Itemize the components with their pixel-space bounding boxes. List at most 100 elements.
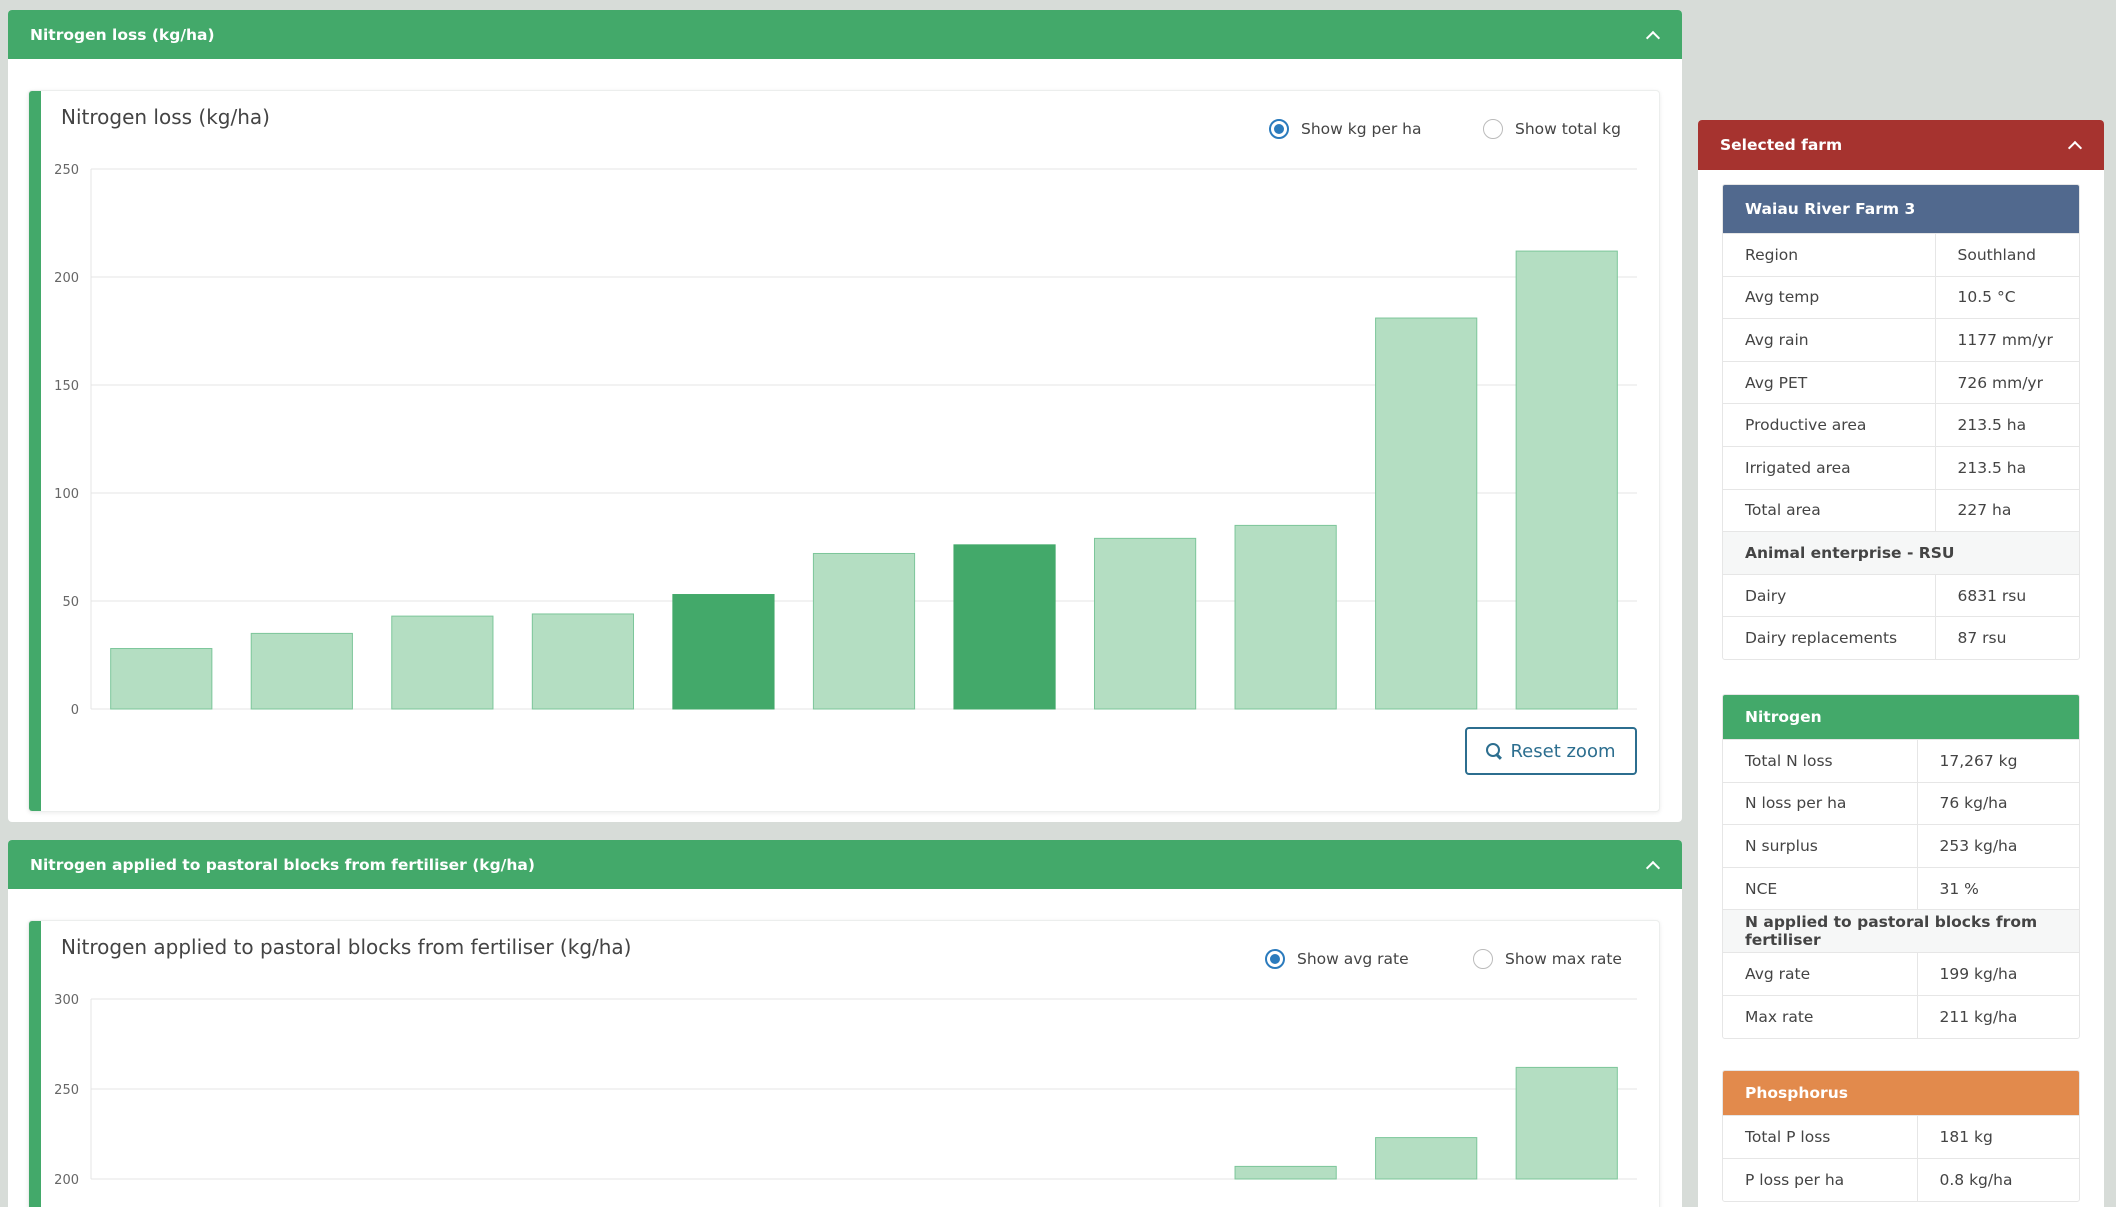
row-value: Southland (1935, 233, 2079, 277)
bar[interactable] (391, 615, 494, 710)
row-label: P loss per ha (1723, 1157, 1918, 1201)
row-value: 0.8 kg/ha (1917, 1157, 2079, 1201)
table-row: N loss per ha 76 kg/ha (1723, 781, 2079, 825)
table-row: Avg rate 199 kg/ha (1723, 951, 2079, 996)
table-row: Region Southland (1723, 233, 2079, 277)
selected-farm-panel: Selected farm Waiau River Farm 3 Region S… (1698, 120, 2104, 1207)
row-label: Irrigated area (1723, 445, 1936, 490)
search-icon (1486, 743, 1502, 759)
bar[interactable] (672, 594, 775, 710)
farm-name: Waiau River Farm 3 (1723, 185, 2079, 233)
bar[interactable] (953, 544, 1056, 710)
row-value: 726 mm/yr (1935, 360, 2079, 404)
bar[interactable] (1234, 1165, 1337, 1180)
table-row: NCE 31 % (1723, 866, 2079, 910)
table-row: Total area 227 ha (1723, 488, 2079, 532)
radio-checked-icon[interactable] (1265, 949, 1285, 969)
bar[interactable] (812, 552, 916, 710)
y-tick-label: 200 (54, 271, 79, 286)
radio-label: Show avg rate (1297, 950, 1409, 968)
row-value: 10.5 °C (1935, 275, 2079, 319)
chart-title: Nitrogen loss (kg/ha) (61, 105, 270, 129)
y-tick-label: 250 (54, 1083, 79, 1098)
chevron-up-icon[interactable] (1646, 858, 1660, 872)
row-label: Total area (1723, 488, 1936, 532)
table-row: Productive area 213.5 ha (1723, 403, 2079, 447)
bar[interactable] (1093, 537, 1197, 710)
radio-unchecked-icon[interactable] (1483, 119, 1503, 139)
table-row: N applied to pastoral blocks from fertil… (1723, 909, 2079, 953)
row-label: Dairy replacements (1723, 616, 1936, 660)
row-label: Region (1723, 233, 1936, 277)
y-tick-label: 0 (71, 703, 79, 718)
radio-label: Show max rate (1505, 950, 1622, 968)
row-value: 199 kg/ha (1917, 951, 2079, 996)
bar[interactable] (110, 648, 213, 710)
row-label: Productive area (1723, 403, 1936, 447)
bar[interactable] (1515, 250, 1618, 710)
show-total-kg-radio[interactable]: Show total kg (1483, 119, 1621, 139)
table-row: N surplus 253 kg/ha (1723, 824, 2079, 868)
chart-title: Nitrogen applied to pastoral blocks from… (61, 935, 632, 959)
show-avg-rate-radio[interactable]: Show avg rate (1265, 949, 1409, 969)
panel-title: Nitrogen applied to pastoral blocks from… (30, 855, 535, 874)
y-tick-label: 250 (54, 163, 79, 178)
nitrogen-applied-panel: Nitrogen applied to pastoral blocks from… (8, 840, 1682, 1207)
row-label: N loss per ha (1723, 781, 1918, 825)
nitrogen-loss-panel-header[interactable]: Nitrogen loss (kg/ha) (8, 10, 1682, 59)
row-label: N surplus (1723, 824, 1918, 868)
row-value: 6831 rsu (1935, 573, 2079, 617)
show-max-rate-radio[interactable]: Show max rate (1473, 949, 1622, 969)
bar[interactable] (531, 613, 635, 710)
radio-label: Show kg per ha (1301, 120, 1422, 138)
table-row: Animal enterprise - RSU (1723, 531, 2079, 575)
bar[interactable] (1375, 317, 1478, 710)
y-tick-label: 200 (54, 1173, 79, 1188)
selected-farm-header[interactable]: Selected farm (1698, 120, 2104, 170)
bar[interactable] (1515, 1066, 1618, 1180)
row-label: Avg rain (1723, 318, 1936, 362)
selected-farm-title: Selected farm (1720, 136, 1843, 154)
reset-zoom-button[interactable]: Reset zoom (1465, 727, 1637, 775)
nitrogen-applied-panel-header[interactable]: Nitrogen applied to pastoral blocks from… (8, 840, 1682, 889)
y-tick-label: 50 (62, 595, 79, 610)
table-row: Avg rain 1177 mm/yr (1723, 318, 2079, 362)
chevron-up-icon[interactable] (2068, 138, 2082, 152)
nitrogen-info-table: Total N loss 17,267 kg N loss per ha 76 kg/… (1723, 739, 2079, 1038)
show-kg-per-ha-radio[interactable]: Show kg per ha (1269, 119, 1422, 139)
row-value: 213.5 ha (1935, 445, 2079, 490)
radio-checked-icon[interactable] (1269, 119, 1289, 139)
section-label: Animal enterprise - RSU (1723, 531, 2079, 575)
y-tick-label: 300 (54, 993, 79, 1008)
table-row: Total P loss 181 kg (1723, 1115, 2079, 1159)
table-row: Irrigated area 213.5 ha (1723, 445, 2079, 490)
table-row: Dairy replacements 87 rsu (1723, 616, 2079, 660)
chevron-up-icon[interactable] (1646, 28, 1660, 42)
row-label: Avg temp (1723, 275, 1936, 319)
radio-label: Show total kg (1515, 120, 1621, 138)
radio-unchecked-icon[interactable] (1473, 949, 1493, 969)
row-label: Max rate (1723, 994, 1918, 1038)
bar[interactable] (1234, 524, 1337, 710)
table-row: P loss per ha 0.8 kg/ha (1723, 1157, 2079, 1201)
nitrogen-loss-panel: Nitrogen loss (kg/ha) Nitrogen loss (kg/… (8, 10, 1682, 822)
nitrogen-loss-chart-card: Nitrogen loss (kg/ha) Show kg per ha Sho… (28, 90, 1660, 812)
farm-info-table: Region Southland Avg temp 10.5 °C Avg rain 11… (1723, 233, 2079, 660)
row-value: 211 kg/ha (1917, 994, 2079, 1038)
bar[interactable] (250, 632, 353, 710)
nitrogen-info-card: Nitrogen Total N loss 17,267 kg N loss per… (1722, 694, 2080, 1039)
nitrogen-card-title: Nitrogen (1723, 695, 2079, 739)
row-value: 76 kg/ha (1917, 781, 2079, 825)
bar[interactable] (1375, 1137, 1478, 1180)
row-label: Avg PET (1723, 360, 1936, 404)
row-label: Avg rate (1723, 951, 1918, 996)
nitrogen-applied-chart-card: Nitrogen applied to pastoral blocks from… (28, 920, 1660, 1207)
nitrogen-loss-bar-chart[interactable]: 0 50 100 150 200 250 (29, 91, 1660, 812)
row-value: 1177 mm/yr (1935, 318, 2079, 362)
row-label: Total P loss (1723, 1115, 1918, 1159)
nitrogen-applied-bar-chart[interactable]: 200 250 300 (29, 921, 1660, 1207)
row-label: NCE (1723, 866, 1918, 910)
table-row: Total N loss 17,267 kg (1723, 739, 2079, 783)
phosphorus-info-table: Total P loss 181 kg P loss per ha 0.8 kg/ha (1723, 1115, 2079, 1201)
table-row: Max rate 211 kg/ha (1723, 994, 2079, 1038)
